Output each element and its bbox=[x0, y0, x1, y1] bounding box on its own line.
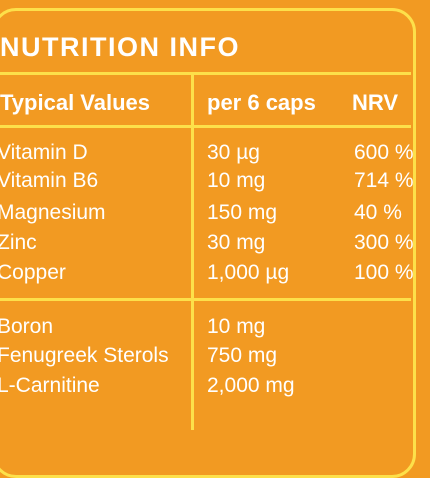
divider-under-title bbox=[0, 72, 411, 75]
row-name: Copper bbox=[0, 261, 66, 284]
divider-under-header bbox=[0, 125, 411, 128]
header-per-6-caps: per 6 caps bbox=[207, 90, 316, 115]
row-amount: 30 mg bbox=[207, 231, 266, 254]
row-nrv: 40 % bbox=[354, 201, 402, 224]
header-typical-values: Typical Values bbox=[0, 90, 151, 115]
row-name: Zinc bbox=[0, 231, 37, 254]
header-nrv: NRV bbox=[352, 90, 399, 115]
row-nrv: 300 % bbox=[354, 231, 414, 254]
row-amount: 1,000 µg bbox=[207, 261, 290, 284]
row-name: Boron bbox=[0, 315, 54, 338]
panel-title: NUTRITION INFO bbox=[0, 32, 240, 62]
row-nrv: 600 % bbox=[354, 141, 414, 164]
divider-group bbox=[0, 298, 411, 301]
row-amount: 30 µg bbox=[207, 141, 260, 164]
row-nrv: 100 % bbox=[354, 261, 414, 284]
row-amount: 2,000 mg bbox=[207, 374, 295, 397]
row-amount: 150 mg bbox=[207, 201, 278, 224]
row-amount: 10 mg bbox=[207, 315, 266, 338]
row-name: Vitamin B6 bbox=[0, 169, 99, 192]
row-amount: 750 mg bbox=[207, 344, 278, 367]
column-divider bbox=[191, 72, 194, 430]
row-name: Vitamin D bbox=[0, 141, 88, 164]
row-amount: 10 mg bbox=[207, 169, 266, 192]
row-nrv: 714 % bbox=[354, 169, 414, 192]
row-name: Fenugreek Sterols bbox=[0, 344, 169, 367]
row-name: L-Carnitine bbox=[0, 374, 100, 397]
row-name: Magnesium bbox=[0, 201, 106, 224]
